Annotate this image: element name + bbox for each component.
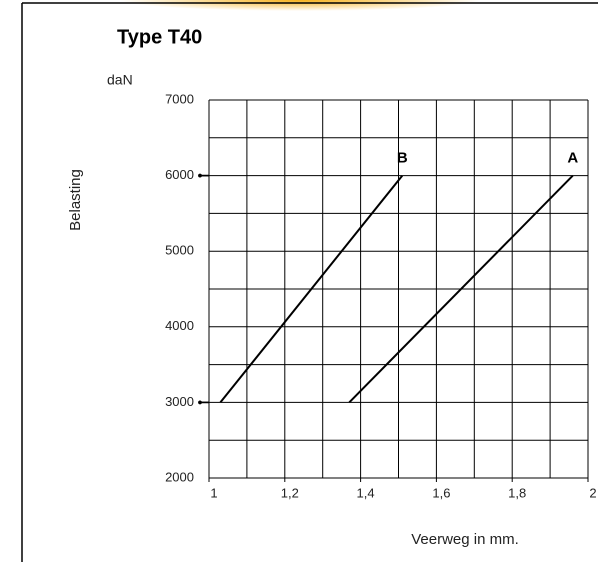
header-glow bbox=[120, 0, 480, 22]
series-label: B bbox=[397, 150, 408, 167]
series-line bbox=[219, 174, 404, 404]
chart-title: Type T40 bbox=[117, 26, 202, 48]
x-axis-label: Veerweg in mm. bbox=[411, 531, 519, 548]
y-tick-label: 3000 bbox=[165, 394, 194, 409]
x-tick-label: 1,4 bbox=[357, 485, 375, 500]
y-tick-label: 6000 bbox=[165, 167, 194, 182]
unit-label: daN bbox=[107, 72, 133, 88]
y-tick-label: 5000 bbox=[165, 243, 194, 258]
y-axis-label: Belasting bbox=[67, 169, 84, 231]
x-tick-label: 2 bbox=[589, 485, 596, 500]
x-tick-label: 1,2 bbox=[281, 485, 299, 500]
x-tick-label: 1 bbox=[210, 485, 217, 500]
series-label: A bbox=[567, 150, 578, 167]
y-tick-label: 2000 bbox=[165, 469, 194, 484]
series-line bbox=[348, 174, 574, 404]
x-tick-label: 1,6 bbox=[432, 485, 450, 500]
y-tick-label: 7000 bbox=[165, 91, 194, 106]
x-tick-label: 1,8 bbox=[508, 485, 526, 500]
y-tick-label: 4000 bbox=[165, 318, 194, 333]
